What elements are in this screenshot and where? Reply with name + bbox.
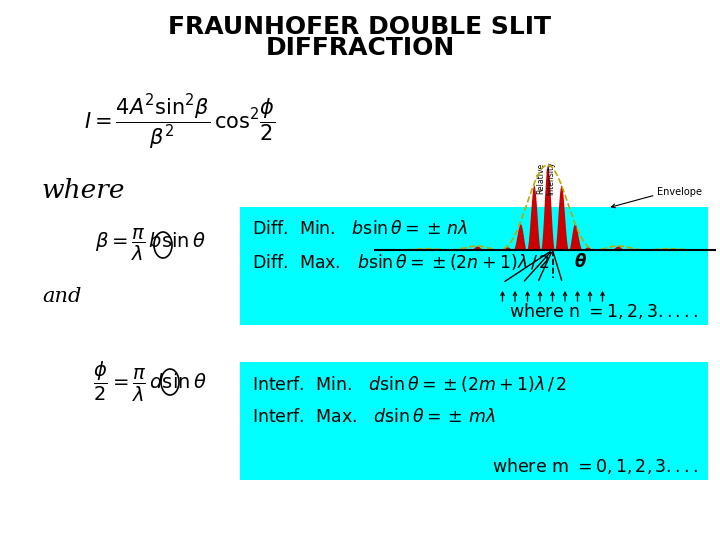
Text: Diff.  Max.   $b\sin\theta = \pm(2n+1)\lambda\,/\,2$: Diff. Max. $b\sin\theta = \pm(2n+1)\lamb… — [252, 252, 550, 272]
Text: $I = \dfrac{4A^{2}\sin^{2}\!\beta}{\beta^{2}}\,\cos^{2}\!\dfrac{\phi}{2}$: $I = \dfrac{4A^{2}\sin^{2}\!\beta}{\beta… — [84, 92, 276, 152]
Text: FRAUNHOFER DOUBLE SLIT: FRAUNHOFER DOUBLE SLIT — [168, 15, 552, 39]
Text: where m $= 0, 1, 2, 3....$: where m $= 0, 1, 2, 3....$ — [492, 456, 698, 476]
Text: and: and — [42, 287, 81, 307]
Text: Interf.  Min.   $d\sin\theta = \pm(2m+1)\lambda\,/\,2$: Interf. Min. $d\sin\theta = \pm(2m+1)\la… — [252, 374, 567, 394]
Text: Relative
Intensity: Relative Intensity — [536, 161, 555, 195]
Text: $\beta = \dfrac{\pi}{\lambda}\,b\sin\theta$: $\beta = \dfrac{\pi}{\lambda}\,b\sin\the… — [94, 227, 205, 263]
Text: where: where — [42, 178, 125, 202]
Text: Interf.  Max.   $d\sin\theta = \pm\,m\lambda$: Interf. Max. $d\sin\theta = \pm\,m\lambd… — [252, 408, 496, 426]
Text: Diff.  Min.   $b\sin\theta = \pm\,n\lambda$: Diff. Min. $b\sin\theta = \pm\,n\lambda$ — [252, 220, 468, 238]
Text: DIFFRACTION: DIFFRACTION — [266, 36, 454, 60]
FancyBboxPatch shape — [240, 207, 708, 325]
Text: Envelope: Envelope — [657, 187, 703, 197]
Text: $\dfrac{\phi}{2} = \dfrac{\pi}{\lambda}\,d\sin\theta$: $\dfrac{\phi}{2} = \dfrac{\pi}{\lambda}\… — [93, 360, 207, 404]
FancyBboxPatch shape — [240, 362, 708, 480]
Text: where n $= 1, 2, 3.....$: where n $= 1, 2, 3.....$ — [508, 301, 698, 321]
Text: $\boldsymbol{\theta}$: $\boldsymbol{\theta}$ — [575, 253, 588, 271]
